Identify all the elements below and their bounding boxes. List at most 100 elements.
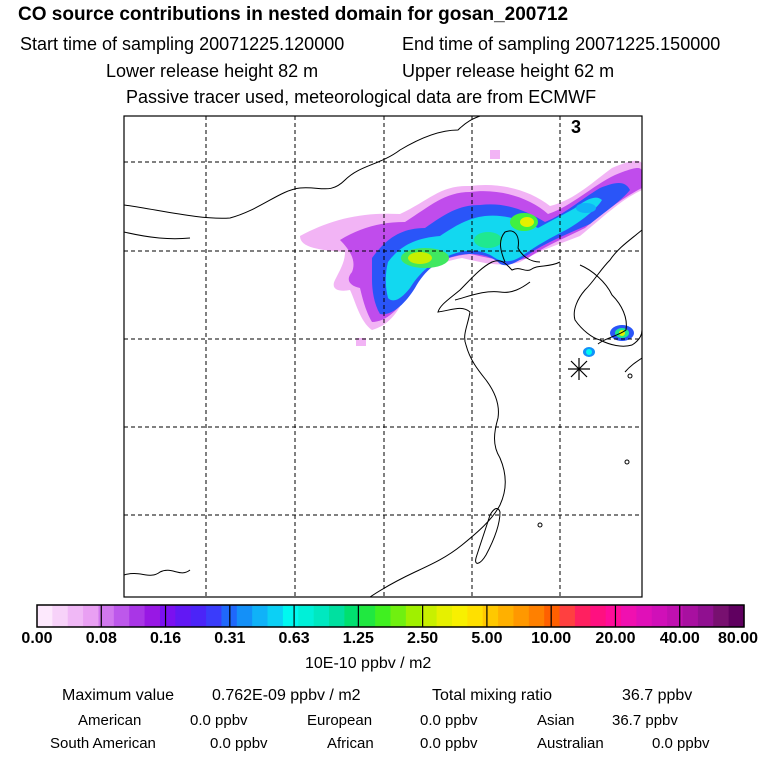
colorbar-cell xyxy=(206,605,223,627)
colorbar-cell xyxy=(313,605,330,627)
colorbar xyxy=(37,605,745,627)
colorbar-cell xyxy=(344,605,361,627)
colorbar-cell xyxy=(37,605,53,627)
japan-coast xyxy=(624,357,642,373)
region-european-value: 0.0 ppbv xyxy=(420,712,478,729)
colorbar-cell xyxy=(451,605,468,627)
colorbar-tick-label: 1.25 xyxy=(342,630,374,647)
colorbar-cell xyxy=(390,605,407,627)
colorbar-tick-label: 0.31 xyxy=(214,630,246,647)
colorbar-tick-label: 5.00 xyxy=(471,630,503,647)
coastline-liaodong xyxy=(500,230,541,263)
region-american-name: American xyxy=(78,712,142,729)
colorbar-cell xyxy=(159,605,176,627)
korea-peninsula xyxy=(579,264,627,345)
region-african-name: African xyxy=(327,735,374,752)
colorbar-cell xyxy=(298,605,315,627)
region-african-value: 0.0 ppbv xyxy=(420,735,478,752)
colorbar-cell xyxy=(513,605,530,627)
inland-line-1 xyxy=(124,231,191,240)
colorbar-cell xyxy=(697,605,714,627)
colorbar-cell xyxy=(498,605,515,627)
colorbar-cell xyxy=(667,605,684,627)
region-australian-value: 0.0 ppbv xyxy=(652,735,710,752)
colorbar-cell xyxy=(621,605,638,627)
colorbar-cell xyxy=(421,605,438,627)
coastline-bohai xyxy=(573,229,642,347)
colorbar-cell xyxy=(528,605,545,627)
colorbar-cell xyxy=(190,605,207,627)
plume-yellow-1 xyxy=(408,252,432,264)
panel-number: 3 xyxy=(571,117,582,137)
colorbar-cell xyxy=(359,605,376,627)
max-value-label: Maximum value xyxy=(62,687,175,704)
island-2 xyxy=(537,522,543,528)
colorbar-tick-label: 0.08 xyxy=(85,630,117,647)
colorbar-cell xyxy=(252,605,269,627)
coastline-shandong xyxy=(454,281,531,301)
colorbar-cell xyxy=(559,605,576,627)
colorbar-cell xyxy=(713,605,730,627)
asterisk-icon xyxy=(568,358,590,380)
page-title: CO source contributions in nested domain… xyxy=(18,4,569,25)
colorbar-cell xyxy=(682,605,699,627)
colorbar-cell xyxy=(728,605,745,627)
plume-green-2 xyxy=(474,232,502,248)
colorbar-cell xyxy=(482,605,499,627)
colorbar-cell xyxy=(144,605,161,627)
region-south-american-value: 0.0 ppbv xyxy=(210,735,268,752)
colorbar-cell xyxy=(67,605,84,627)
total-mixing-value: 36.7 ppbv xyxy=(622,687,693,704)
colorbar-tick-label: 0.63 xyxy=(278,630,310,647)
colorbar-cell xyxy=(83,605,100,627)
region-australian-name: Australian xyxy=(537,735,604,752)
plume-jeju-in xyxy=(586,349,592,355)
colorbar-cell xyxy=(52,605,69,627)
region-asian-name: Asian xyxy=(537,712,575,729)
lat-lon-grid xyxy=(124,116,642,597)
plume-yellow-2 xyxy=(520,217,534,227)
colorbar-cell xyxy=(605,605,622,627)
colorbar-cell xyxy=(113,605,130,627)
end-time: End time of sampling 20071225.150000 xyxy=(402,34,721,54)
colorbar-cell xyxy=(574,605,591,627)
colorbar-units: 10E-10 ppbv / m2 xyxy=(305,655,432,672)
colorbar-cell xyxy=(544,605,561,627)
colorbar-tick-label: 2.50 xyxy=(407,630,439,647)
colorbar-cell xyxy=(129,605,146,627)
border-north xyxy=(124,116,481,219)
colorbar-cell xyxy=(436,605,453,627)
colorbar-tick-label: 10.00 xyxy=(531,630,572,647)
colorbar-cell xyxy=(175,605,192,627)
colorbar-tick-label: 0.16 xyxy=(149,630,182,647)
colorbar-tick-label: 20.00 xyxy=(595,630,636,647)
region-south-american-name: South American xyxy=(50,735,156,752)
colorbar-tick-label: 0.00 xyxy=(21,630,53,647)
plume-patch-1 xyxy=(490,150,500,159)
colorbar-cell xyxy=(282,605,299,627)
max-value: 0.762E-09 ppbv / m2 xyxy=(212,687,361,704)
region-european-name: European xyxy=(307,712,373,729)
taiwan xyxy=(475,507,501,564)
colorbar-cell xyxy=(405,605,422,627)
colorbar-cell xyxy=(375,605,392,627)
colorbar-cell xyxy=(590,605,607,627)
inland-line-2 xyxy=(124,569,191,576)
colorbar-cell xyxy=(329,605,345,627)
colorbar-tick-label: 80.00 xyxy=(717,630,759,647)
island-3 xyxy=(627,373,633,379)
plume-cyan-2 xyxy=(576,203,596,213)
upper-release-height: Upper release height 62 m xyxy=(402,61,615,81)
co-plume xyxy=(300,150,642,357)
coastline-china xyxy=(369,260,561,597)
plume-patch-2 xyxy=(356,338,366,346)
plume-cyan xyxy=(385,197,602,301)
colorbar-dividers xyxy=(100,605,681,627)
colorbar-cell xyxy=(636,605,653,627)
region-american-value: 0.0 ppbv xyxy=(190,712,248,729)
colorbar-tick-label: 40.00 xyxy=(659,630,700,647)
colorbar-cell xyxy=(98,605,115,627)
lower-release-height: Lower release height 82 m xyxy=(106,61,319,81)
start-time: Start time of sampling 20071225.120000 xyxy=(20,34,345,54)
